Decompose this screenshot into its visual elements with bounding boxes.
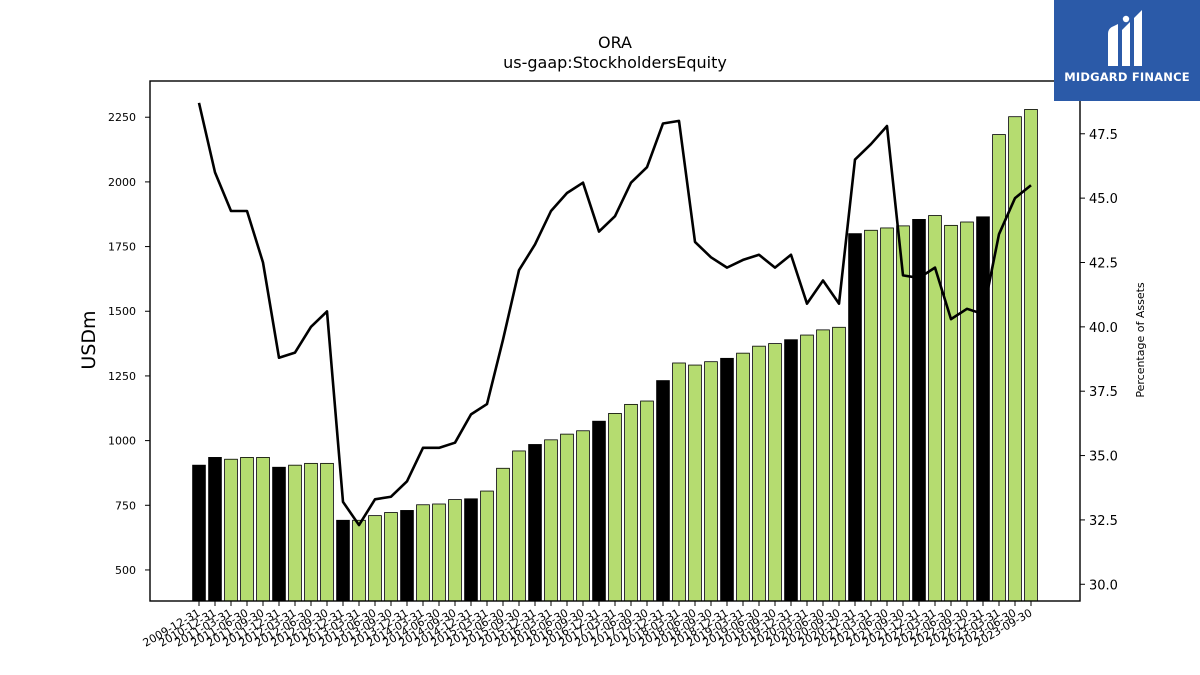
y-tick-label: 1750 xyxy=(108,241,136,254)
bar-2018-09-30 xyxy=(704,361,718,602)
bar-2014-09-30 xyxy=(448,499,462,602)
y-tick-label: 2250 xyxy=(108,111,136,124)
bar-2016-12-31 xyxy=(592,420,606,602)
bars-layer xyxy=(192,109,1038,602)
y-tick-label: 500 xyxy=(115,564,136,577)
y-tick-label: 2000 xyxy=(108,176,136,189)
bar-2013-03-31 xyxy=(352,519,366,602)
bar-2021-03-31 xyxy=(864,229,878,602)
bar-2021-06-30 xyxy=(880,227,894,602)
y2-tick-label: 42.5 xyxy=(1089,256,1118,271)
bar-2010-12-31 xyxy=(208,457,222,602)
chart-subtitle: us-gaap:StockholdersEquity xyxy=(503,53,727,72)
bar-2021-09-30 xyxy=(896,225,910,602)
bar-2012-12-31 xyxy=(336,519,350,602)
logo-text: MIDGARD FINANCE xyxy=(1064,70,1190,84)
y-tick-label: 750 xyxy=(115,499,136,512)
line-layer xyxy=(197,102,1032,527)
y2-tick-label: 40.0 xyxy=(1089,321,1118,336)
bar-2018-03-31 xyxy=(672,362,686,602)
bar-2014-12-31 xyxy=(464,498,478,602)
y-tick-label: 1000 xyxy=(108,435,136,448)
brand-logo: MIDGARD FINANCE xyxy=(1054,0,1200,101)
bar-2020-12-31 xyxy=(848,233,862,602)
bar-2011-03-31 xyxy=(224,458,238,602)
bar-2023-09-30 xyxy=(1024,109,1038,602)
percentage-of-assets-line xyxy=(197,102,1032,527)
logo-mark-icon xyxy=(1108,10,1142,66)
y-tick-label: 1250 xyxy=(108,370,136,383)
y-axis-label: USDm xyxy=(78,310,100,369)
bar-2017-03-31 xyxy=(608,413,622,602)
bar-2016-06-30 xyxy=(560,433,574,602)
bar-2022-06-30 xyxy=(944,224,958,602)
bar-2017-12-31 xyxy=(656,380,670,602)
bar-2016-03-31 xyxy=(544,439,558,602)
chart-title: ORA xyxy=(598,33,632,52)
bar-2014-03-31 xyxy=(416,504,430,602)
bar-2016-09-30 xyxy=(576,430,590,602)
y2-tick-label: 32.5 xyxy=(1089,514,1118,529)
bar-2012-09-30 xyxy=(320,462,334,602)
bar-2020-06-30 xyxy=(816,329,830,602)
bar-2022-03-31 xyxy=(928,215,942,602)
bar-2022-12-31 xyxy=(976,216,990,602)
bar-2017-09-30 xyxy=(640,400,654,602)
bar-2012-03-31 xyxy=(288,464,302,602)
bar-2019-06-30 xyxy=(752,345,766,602)
bar-2017-06-30 xyxy=(624,403,638,602)
y2-tick-label: 45.0 xyxy=(1089,192,1118,207)
bar-2012-06-30 xyxy=(304,462,318,602)
y-tick-label: 1500 xyxy=(108,305,136,318)
bar-2011-06-30 xyxy=(240,457,254,602)
y2-tick-label: 37.5 xyxy=(1089,385,1118,400)
y2-tick-label: 35.0 xyxy=(1089,450,1118,465)
bar-2015-06-30 xyxy=(496,467,510,602)
bar-2018-06-30 xyxy=(688,364,702,602)
bar-2022-09-30 xyxy=(960,221,974,602)
bar-2011-09-30 xyxy=(256,457,270,602)
bar-2009-12-31 xyxy=(192,464,206,602)
bar-2023-06-30 xyxy=(1008,116,1022,602)
bar-2019-03-31 xyxy=(736,352,750,602)
bar-2015-12-31 xyxy=(528,444,542,602)
bar-2015-09-30 xyxy=(512,450,526,602)
bar-2023-03-31 xyxy=(992,134,1006,602)
bar-2013-12-31 xyxy=(400,510,414,602)
bar-2013-06-30 xyxy=(368,515,382,602)
bar-2020-09-30 xyxy=(832,326,846,602)
bar-2015-03-31 xyxy=(480,490,494,602)
bar-2013-09-30 xyxy=(384,512,398,602)
x-axis-ticks: 2009-12-312010-12-312011-03-312011-06-30… xyxy=(141,601,1035,650)
y2-axis-label: Percentage of Assets xyxy=(1134,282,1147,398)
y2-axis-ticks: 30.0 32.5 35.0 37.5 40.0 42.5 45.0 47.5 xyxy=(1080,128,1118,593)
bar-2019-09-30 xyxy=(768,343,782,602)
bar-2011-12-31 xyxy=(272,466,286,602)
plot-frame xyxy=(149,80,1081,602)
y2-tick-label: 30.0 xyxy=(1089,578,1118,593)
bar-2018-12-31 xyxy=(720,357,734,602)
bar-2020-03-31 xyxy=(800,334,814,602)
bar-2019-12-31 xyxy=(784,339,798,602)
y2-tick-label: 47.5 xyxy=(1089,128,1118,143)
y-axis-ticks: 500 750 1000 1250 1500 1750 2000 2250 xyxy=(108,111,150,577)
bar-2014-06-30 xyxy=(432,503,446,602)
